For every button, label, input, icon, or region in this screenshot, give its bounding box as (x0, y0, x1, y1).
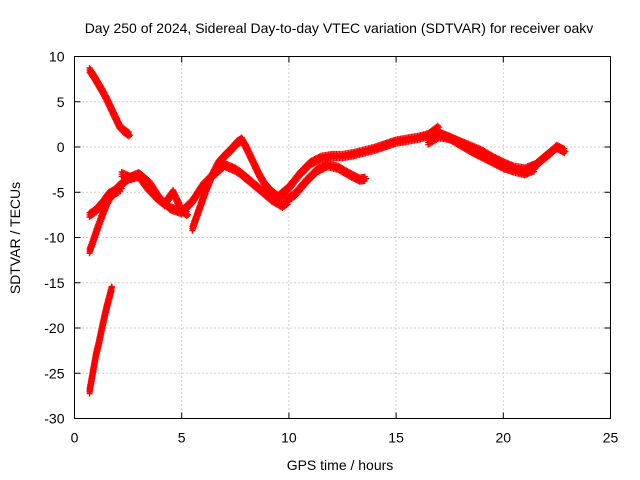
data-point (127, 132, 134, 139)
series-arc-1 (86, 64, 134, 140)
data-point (125, 129, 132, 136)
y-tick-label: 0 (57, 139, 65, 155)
y-tick-label: -15 (44, 275, 64, 291)
y-axis-label: SDTVAR / TECUs (7, 182, 23, 294)
data-point (124, 128, 131, 135)
data-point (562, 148, 569, 155)
y-tick-label: 10 (49, 49, 65, 65)
y-tick-label: -5 (52, 184, 65, 200)
y-tick-label: -20 (44, 320, 64, 336)
x-tick-label: 15 (388, 430, 404, 446)
chart-title: Day 250 of 2024, Sidereal Day-to-day VTE… (85, 20, 594, 36)
series-arc-2 (86, 283, 116, 397)
data-point (363, 175, 370, 182)
data-point (561, 145, 568, 152)
y-tick-label: 5 (57, 94, 65, 110)
data-point (498, 161, 505, 168)
data-point (109, 284, 116, 291)
y-tick-label: -10 (44, 230, 64, 246)
y-tick-label: -30 (44, 411, 64, 427)
series-arc-8 (275, 122, 442, 202)
data-point (182, 207, 189, 214)
data-point (185, 211, 192, 218)
grid (74, 56, 611, 419)
x-tick-label: 5 (178, 430, 186, 446)
x-tick-label: 25 (603, 430, 619, 446)
x-tick-label: 0 (71, 430, 79, 446)
x-tick-label: 10 (281, 430, 297, 446)
series-arc-7 (189, 134, 288, 234)
data-point (434, 122, 441, 129)
series-arc-6 (118, 168, 192, 220)
data-point (183, 208, 190, 215)
data-series (86, 64, 569, 397)
series-arc-9 (281, 159, 370, 207)
x-tick-label: 20 (496, 430, 512, 446)
x-axis-label: GPS time / hours (287, 457, 394, 473)
series-arc-11 (425, 130, 539, 179)
y-tick-label: -25 (44, 365, 64, 381)
axes: 0 5 10 15 20 25 10 5 0 -5 -10 -15 -20 -25 -30 (44, 49, 618, 446)
data-point (532, 165, 539, 172)
